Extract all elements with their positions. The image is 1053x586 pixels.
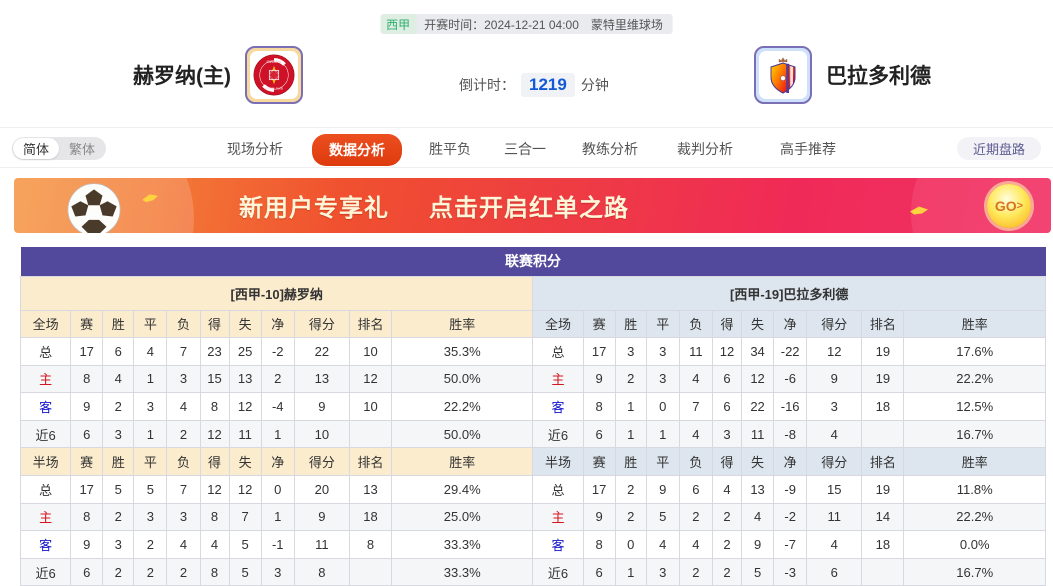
svg-text:FUTBOL CLUB: FUTBOL CLUB — [265, 87, 283, 90]
svg-text:GIRONA: GIRONA — [266, 60, 281, 64]
